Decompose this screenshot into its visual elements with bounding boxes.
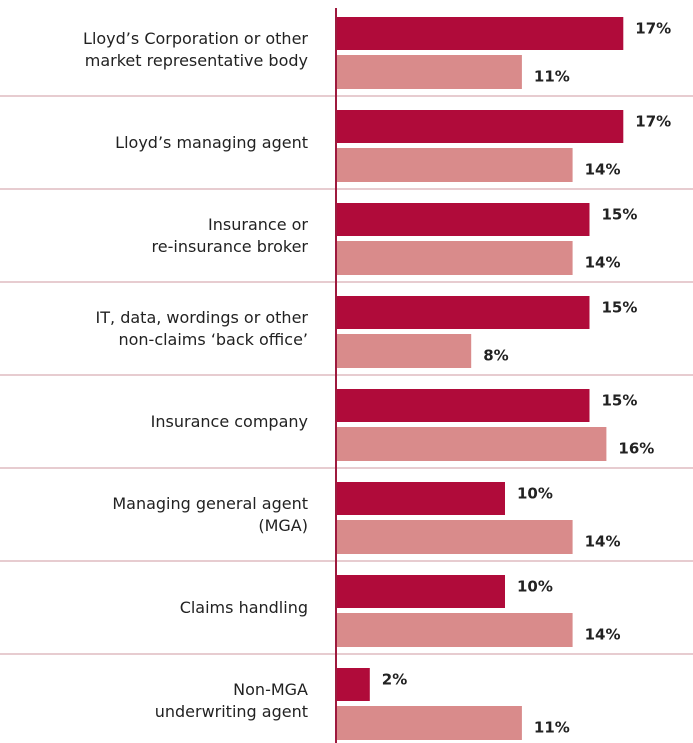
value-label: 8% bbox=[483, 347, 508, 365]
bar bbox=[336, 148, 573, 182]
category-label: Insurance or re-insurance broker bbox=[151, 214, 308, 256]
value-label: 10% bbox=[517, 485, 553, 503]
bar bbox=[336, 55, 522, 89]
bar bbox=[336, 613, 573, 647]
bar bbox=[336, 203, 590, 236]
bar bbox=[336, 334, 472, 368]
category-label: Managing general agent (MGA) bbox=[112, 493, 308, 535]
value-label: 14% bbox=[585, 533, 621, 551]
value-label: 17% bbox=[635, 113, 671, 131]
category-label: Lloyd’s Corporation or other market repr… bbox=[83, 28, 308, 70]
bar bbox=[336, 296, 590, 329]
bar bbox=[336, 110, 624, 143]
bar bbox=[336, 575, 505, 608]
bar bbox=[336, 427, 607, 461]
bar bbox=[336, 482, 505, 515]
bar bbox=[336, 706, 522, 740]
category-label: Lloyd’s managing agent bbox=[115, 132, 308, 152]
value-label: 15% bbox=[602, 299, 638, 317]
bar bbox=[336, 520, 573, 554]
category-label: Non-MGA underwriting agent bbox=[154, 679, 308, 721]
value-label: 14% bbox=[585, 626, 621, 644]
value-label: 15% bbox=[602, 392, 638, 410]
category-label: Claims handling bbox=[179, 597, 308, 617]
value-label: 14% bbox=[585, 254, 621, 272]
bar bbox=[336, 241, 573, 275]
value-label: 15% bbox=[602, 206, 638, 224]
value-label: 2% bbox=[382, 671, 407, 689]
value-label: 14% bbox=[585, 161, 621, 179]
category-label: IT, data, wordings or other non-claims ‘… bbox=[95, 307, 308, 349]
bar bbox=[336, 17, 624, 50]
value-label: 16% bbox=[618, 440, 654, 458]
value-label: 11% bbox=[534, 68, 570, 86]
value-label: 17% bbox=[635, 20, 671, 38]
bar bbox=[336, 389, 590, 422]
bar bbox=[336, 668, 370, 701]
value-label: 11% bbox=[534, 719, 570, 737]
value-label: 10% bbox=[517, 578, 553, 596]
category-label: Insurance company bbox=[150, 411, 308, 431]
